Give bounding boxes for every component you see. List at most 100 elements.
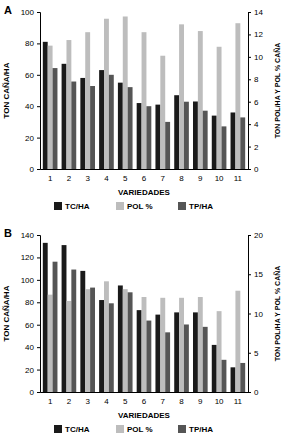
y-tick-label: 100 [21,276,35,285]
bar [235,23,240,169]
bar [198,31,203,169]
bar [203,327,208,392]
y-tick-label: 20 [25,366,34,375]
bar [71,82,76,169]
y2-axis-line [249,236,252,393]
y2-tick-label: 20 [254,231,263,240]
bar [48,295,53,392]
x-tick: 10 [215,392,224,406]
y-tick-label: 40 [25,102,34,111]
bar [137,103,142,169]
y2-axis-title: TON POL/HA Y POL % CAÑA [273,266,281,362]
legend-label: POL % [127,202,153,211]
y2-tick-mark [248,314,251,315]
bar [43,243,48,392]
y-tick: 20 [25,134,40,143]
x-tick: 5 [123,392,128,406]
y2-tick: 14 [248,8,263,17]
x-tick-label: 7 [161,397,166,406]
y2-tick-label: 2 [254,143,259,152]
y-axis-line [37,13,41,170]
legend-item: TP/HA [178,202,213,211]
bar [179,298,184,392]
bar [160,56,165,169]
bar [231,367,236,392]
bar [90,86,95,169]
bar [118,83,123,169]
x-tick-label: 11 [234,174,243,183]
bar [212,345,217,392]
x-tick: 11 [234,392,243,406]
y-tick-label: 0 [30,388,35,397]
bar [85,32,90,169]
y2-tick-mark [248,34,251,35]
bar [155,105,160,169]
y2-tick: 15 [248,270,263,279]
bar [184,324,189,392]
bar [123,16,128,169]
y2-tick: 2 [248,143,259,152]
legend-swatch [54,202,62,210]
legend-label: TP/HA [189,202,213,211]
x-axis-title: VARIEDADES [118,188,171,197]
y2-tick: 6 [248,98,259,107]
x-tick-label: 1 [48,174,53,183]
bar [109,75,114,169]
bar [235,291,240,392]
bar [137,310,142,392]
legend-item: TC/HA [54,425,90,434]
bar [155,315,160,392]
panel-label: A [4,4,12,16]
x-tick-label: 6 [142,174,147,183]
legend-swatch [178,425,186,433]
bar [128,87,133,169]
x-tick: 4 [104,392,109,406]
y-tick-mark [37,257,40,258]
bar [99,70,104,169]
bar [66,40,71,169]
y-axis-line [37,236,41,393]
y2-tick: 0 [248,388,259,397]
legend-item: POL % [116,425,153,434]
x-tick-label: 5 [123,397,128,406]
bar [118,285,123,392]
bar [179,24,184,169]
y-tick-label: 140 [21,231,35,240]
y-tick-label: 80 [25,298,34,307]
x-axis-title: VARIEDADES [118,411,171,420]
y2-tick-mark [248,353,251,354]
y2-tick-label: 0 [254,165,259,174]
x-tick: 7 [161,169,166,183]
bar [231,112,236,169]
y-tick-mark [37,138,40,139]
y2-tick-label: 6 [254,98,259,107]
y2-tick-label: 10 [254,53,263,62]
x-tick: 10 [215,169,224,183]
y2-tick: 8 [248,75,259,84]
y-tick-label: 0 [30,165,35,174]
bar [240,117,245,169]
y-tick: 80 [25,39,40,48]
bar [222,126,227,169]
x-tick-label: 6 [142,397,147,406]
x-axis: 1234567891011 [41,392,249,406]
bar [43,42,48,169]
y2-tick-mark [248,57,251,58]
bar [217,47,222,169]
y-tick: 60 [25,321,40,330]
y-tick-label: 100 [21,8,35,17]
y-tick-mark [37,347,40,348]
x-axis-line [41,169,249,170]
bar [160,298,165,392]
bar [85,289,90,392]
bar [174,312,179,392]
y-tick-mark [37,169,40,170]
y-tick: 120 [21,253,40,262]
x-tick-label: 9 [198,397,203,406]
y2-tick: 5 [248,349,259,358]
y-tick: 0 [30,388,40,397]
y-tick: 140 [21,231,40,240]
bar [165,122,170,169]
y2-tick-mark [248,124,251,125]
bar [66,301,71,392]
